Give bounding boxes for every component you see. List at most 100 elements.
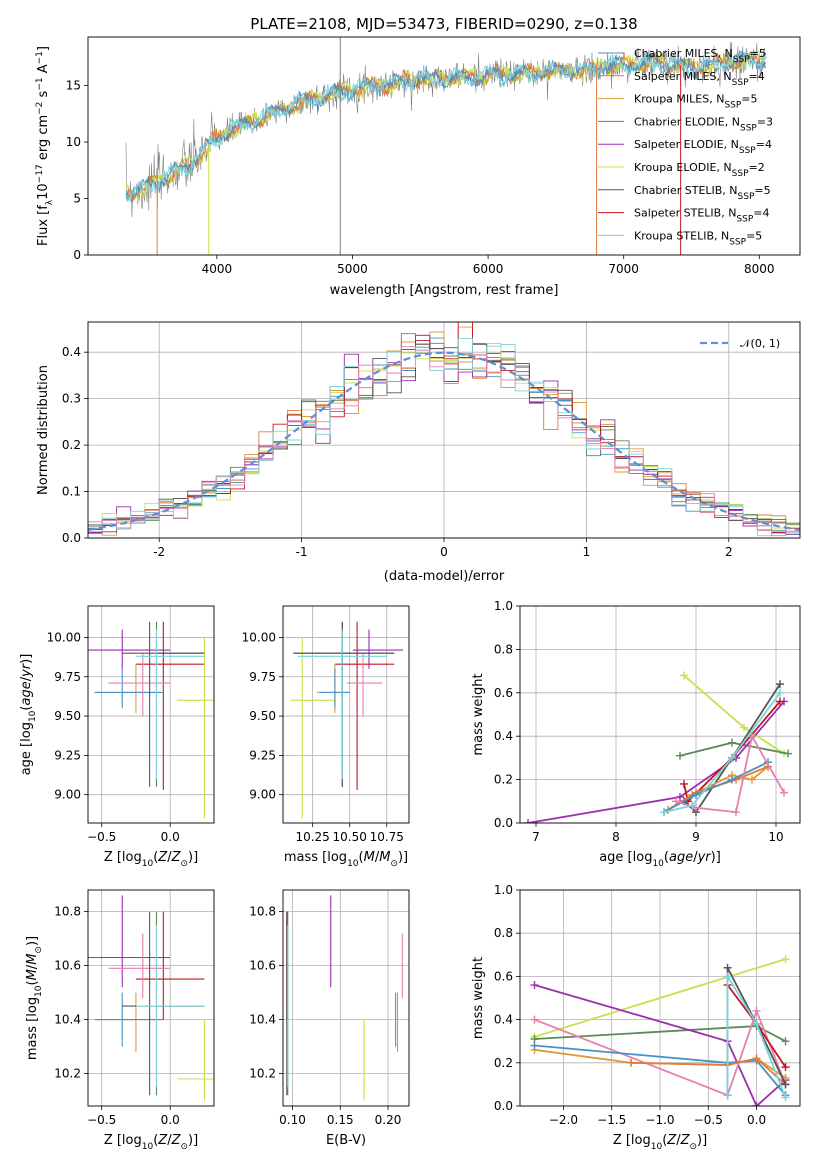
x-tick-label: 2 bbox=[725, 545, 733, 559]
massweight-point bbox=[752, 1054, 761, 1063]
mass_vs_ebv-plot-area bbox=[286, 895, 403, 1101]
massweight-line-pink bbox=[534, 1008, 787, 1097]
data-spectrum-line bbox=[125, 41, 767, 218]
y-tick-label: 10.4 bbox=[249, 1013, 276, 1027]
axes-frame bbox=[87, 889, 215, 1107]
y-tick-label: 1.0 bbox=[494, 599, 513, 613]
massweight-point bbox=[676, 751, 684, 760]
x-tick-label: 0.10 bbox=[279, 1113, 306, 1127]
spectrum-legend: Chabrier MILES, NSSP=5 Salpeter MILES, NS… bbox=[598, 47, 773, 247]
x-tick-label: 10.25 bbox=[295, 830, 329, 844]
axes-frame bbox=[87, 605, 215, 824]
legend-entry: Kroupa MILES, NSSP=5 bbox=[634, 93, 758, 111]
y-tick-label: 9.25 bbox=[249, 748, 276, 762]
x-tick-label: 10 bbox=[768, 830, 783, 844]
legend-entry: Salpeter STELIB, NSSP=4 bbox=[634, 207, 770, 225]
x-tick-label: 10.75 bbox=[370, 830, 404, 844]
x-tick-label: 0.20 bbox=[375, 1113, 402, 1127]
legend-entry: Kroupa STELIB, NSSP=5 bbox=[634, 229, 762, 247]
massweight-line-salpeter_elodie bbox=[534, 984, 787, 1106]
x-tick-label: 4000 bbox=[202, 262, 233, 276]
mass_vs_ebv-x-label: E(B-V) bbox=[326, 1133, 366, 1148]
y-tick-label: 10.2 bbox=[249, 1067, 276, 1081]
mass_vs_z-axes: −0.5 0.0 10.2 10.4 10.6 10.8 Z [log10(Z/Z⊙)] ma… bbox=[25, 889, 215, 1152]
axes-frame bbox=[282, 605, 410, 824]
y-tick-label: 1.0 bbox=[494, 883, 513, 897]
x-tick-label: 8000 bbox=[744, 262, 775, 276]
residual-legend: 𝒩(0, 1) bbox=[700, 337, 780, 350]
legend-entry: Chabrier MILES, NSSP=5 bbox=[634, 47, 766, 65]
age_vs_z-y-label: age [log10(age/yr)] bbox=[19, 654, 38, 776]
y-tick-label: 10.2 bbox=[54, 1067, 81, 1081]
age_vs_mass-axes: 10.25 10.50 10.75 9.00 9.25 9.50 9.75 10.00 mass… bbox=[242, 605, 410, 869]
axes-frame bbox=[282, 889, 410, 1107]
y-tick-label: 10.8 bbox=[54, 905, 81, 919]
massweight-line-kroupa_stelib bbox=[663, 692, 781, 813]
y-tick-label: 0.2 bbox=[494, 1056, 513, 1070]
legend-entry: Salpeter MILES, NSSP=4 bbox=[634, 70, 765, 88]
x-tick-label: 7000 bbox=[608, 262, 639, 276]
axes-frame bbox=[519, 605, 801, 824]
y-tick-label: 0.0 bbox=[494, 1099, 513, 1113]
mass_vs_z-x-label: Z [log10(Z/Z⊙)] bbox=[104, 1133, 198, 1152]
legend-entry: Chabrier STELIB, NSSP=5 bbox=[634, 184, 771, 202]
massweight-point bbox=[784, 749, 792, 758]
residual-x-label: (data-model)/error bbox=[384, 569, 505, 584]
massweight_vs_age-axes: 7 8 9 10 0.0 0.2 0.4 0.6 0.8 1.0 age [log10(age/yr… bbox=[471, 599, 801, 869]
x-tick-label: 0.0 bbox=[161, 830, 180, 844]
massweight-point bbox=[676, 792, 684, 801]
massweight-point bbox=[680, 671, 688, 680]
residual-y-label: Normed distribution bbox=[36, 365, 51, 495]
x-tick-label: −0.5 bbox=[694, 1113, 723, 1127]
massweight_vs_age-x-label: age [log10(age/yr)] bbox=[599, 850, 721, 869]
massweight-point bbox=[723, 963, 732, 972]
model-spectrum-salpeter_miles bbox=[125, 51, 767, 200]
massweight_vs_z-x-label: Z [log10(Z/Z⊙)] bbox=[613, 1133, 707, 1152]
y-tick-label: 0.3 bbox=[62, 392, 81, 406]
massweight-point bbox=[530, 1041, 539, 1050]
massweight-point bbox=[752, 1019, 761, 1028]
y-tick-label: 10.6 bbox=[249, 959, 276, 973]
massweight-point bbox=[692, 790, 700, 799]
massweight-point bbox=[723, 1091, 732, 1100]
y-tick-label: 15 bbox=[66, 79, 81, 93]
histogram-chabrier_stelib bbox=[88, 343, 800, 533]
massweight-point bbox=[672, 797, 680, 806]
x-tick-label: −0.5 bbox=[87, 830, 116, 844]
histogram-pink bbox=[88, 346, 800, 537]
massweight-line-salpeter_stelib bbox=[683, 700, 781, 804]
age_vs_z-x-label: Z [log10(Z/Z⊙)] bbox=[104, 850, 198, 869]
massweight-line-salpeter_miles bbox=[630, 1057, 787, 1086]
massweight_vs_age-plot-area bbox=[524, 671, 792, 823]
massweight-point bbox=[732, 808, 740, 817]
x-tick-label: 7 bbox=[532, 830, 540, 844]
x-tick-label: 1 bbox=[583, 545, 591, 559]
y-tick-label: 0.0 bbox=[62, 531, 81, 545]
legend-entry: Chabrier ELODIE, NSSP=3 bbox=[634, 115, 773, 133]
mass_vs_z-plot-area bbox=[88, 895, 214, 1101]
y-tick-label: 9.25 bbox=[54, 748, 81, 762]
spectrum-x-label: wavelength [Angstrom, rest frame] bbox=[330, 283, 559, 298]
axes-frame bbox=[87, 321, 801, 539]
massweight_vs_z-plot-area bbox=[530, 955, 790, 1106]
legend-entry: Kroupa ELODIE, NSSP=2 bbox=[634, 161, 765, 179]
y-tick-label: 10.00 bbox=[242, 630, 276, 644]
massweight-point bbox=[781, 1063, 790, 1072]
massweight-point bbox=[781, 1037, 790, 1046]
massweight-point bbox=[776, 680, 784, 689]
massweight-point bbox=[776, 688, 784, 697]
x-tick-label: −0.5 bbox=[87, 1113, 116, 1127]
age_vs_mass-plot-area bbox=[290, 621, 404, 819]
massweight-point bbox=[688, 801, 696, 810]
x-tick-label: 0.0 bbox=[747, 1113, 766, 1127]
y-tick-label: 0.6 bbox=[494, 969, 513, 983]
axes-frame bbox=[519, 889, 801, 1107]
y-tick-label: 10 bbox=[66, 135, 81, 149]
massweight-point bbox=[524, 819, 532, 823]
y-tick-label: 0.1 bbox=[62, 485, 81, 499]
massweight-point bbox=[752, 1102, 761, 1106]
legend-entry: Salpeter ELODIE, NSSP=4 bbox=[634, 138, 772, 156]
spectrum-plot-area bbox=[125, 37, 767, 255]
massweight-point bbox=[627, 1058, 636, 1067]
